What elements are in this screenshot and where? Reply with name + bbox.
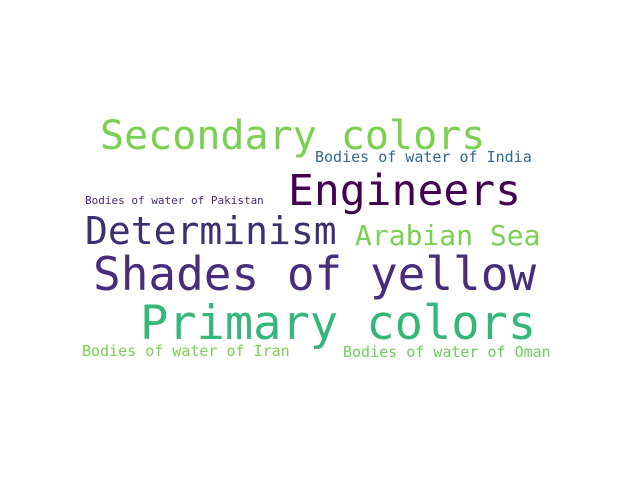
word-determinism: Determinism [85, 209, 337, 253]
word-bodies-of-water-oman: Bodies of water of Oman [343, 343, 551, 361]
word-bodies-of-water-india: Bodies of water of India [315, 148, 532, 166]
word-primary-colors: Primary colors [140, 296, 537, 351]
word-secondary-colors: Secondary colors [100, 113, 486, 159]
word-arabian-sea: Arabian Sea [355, 219, 541, 252]
word-bodies-of-water-iran: Bodies of water of Iran [82, 342, 290, 360]
word-bodies-of-water-pakistan: Bodies of water of Pakistan [85, 194, 264, 207]
word-shades-of-yellow: Shades of yellow [93, 247, 537, 301]
word-engineers: Engineers [288, 166, 521, 216]
